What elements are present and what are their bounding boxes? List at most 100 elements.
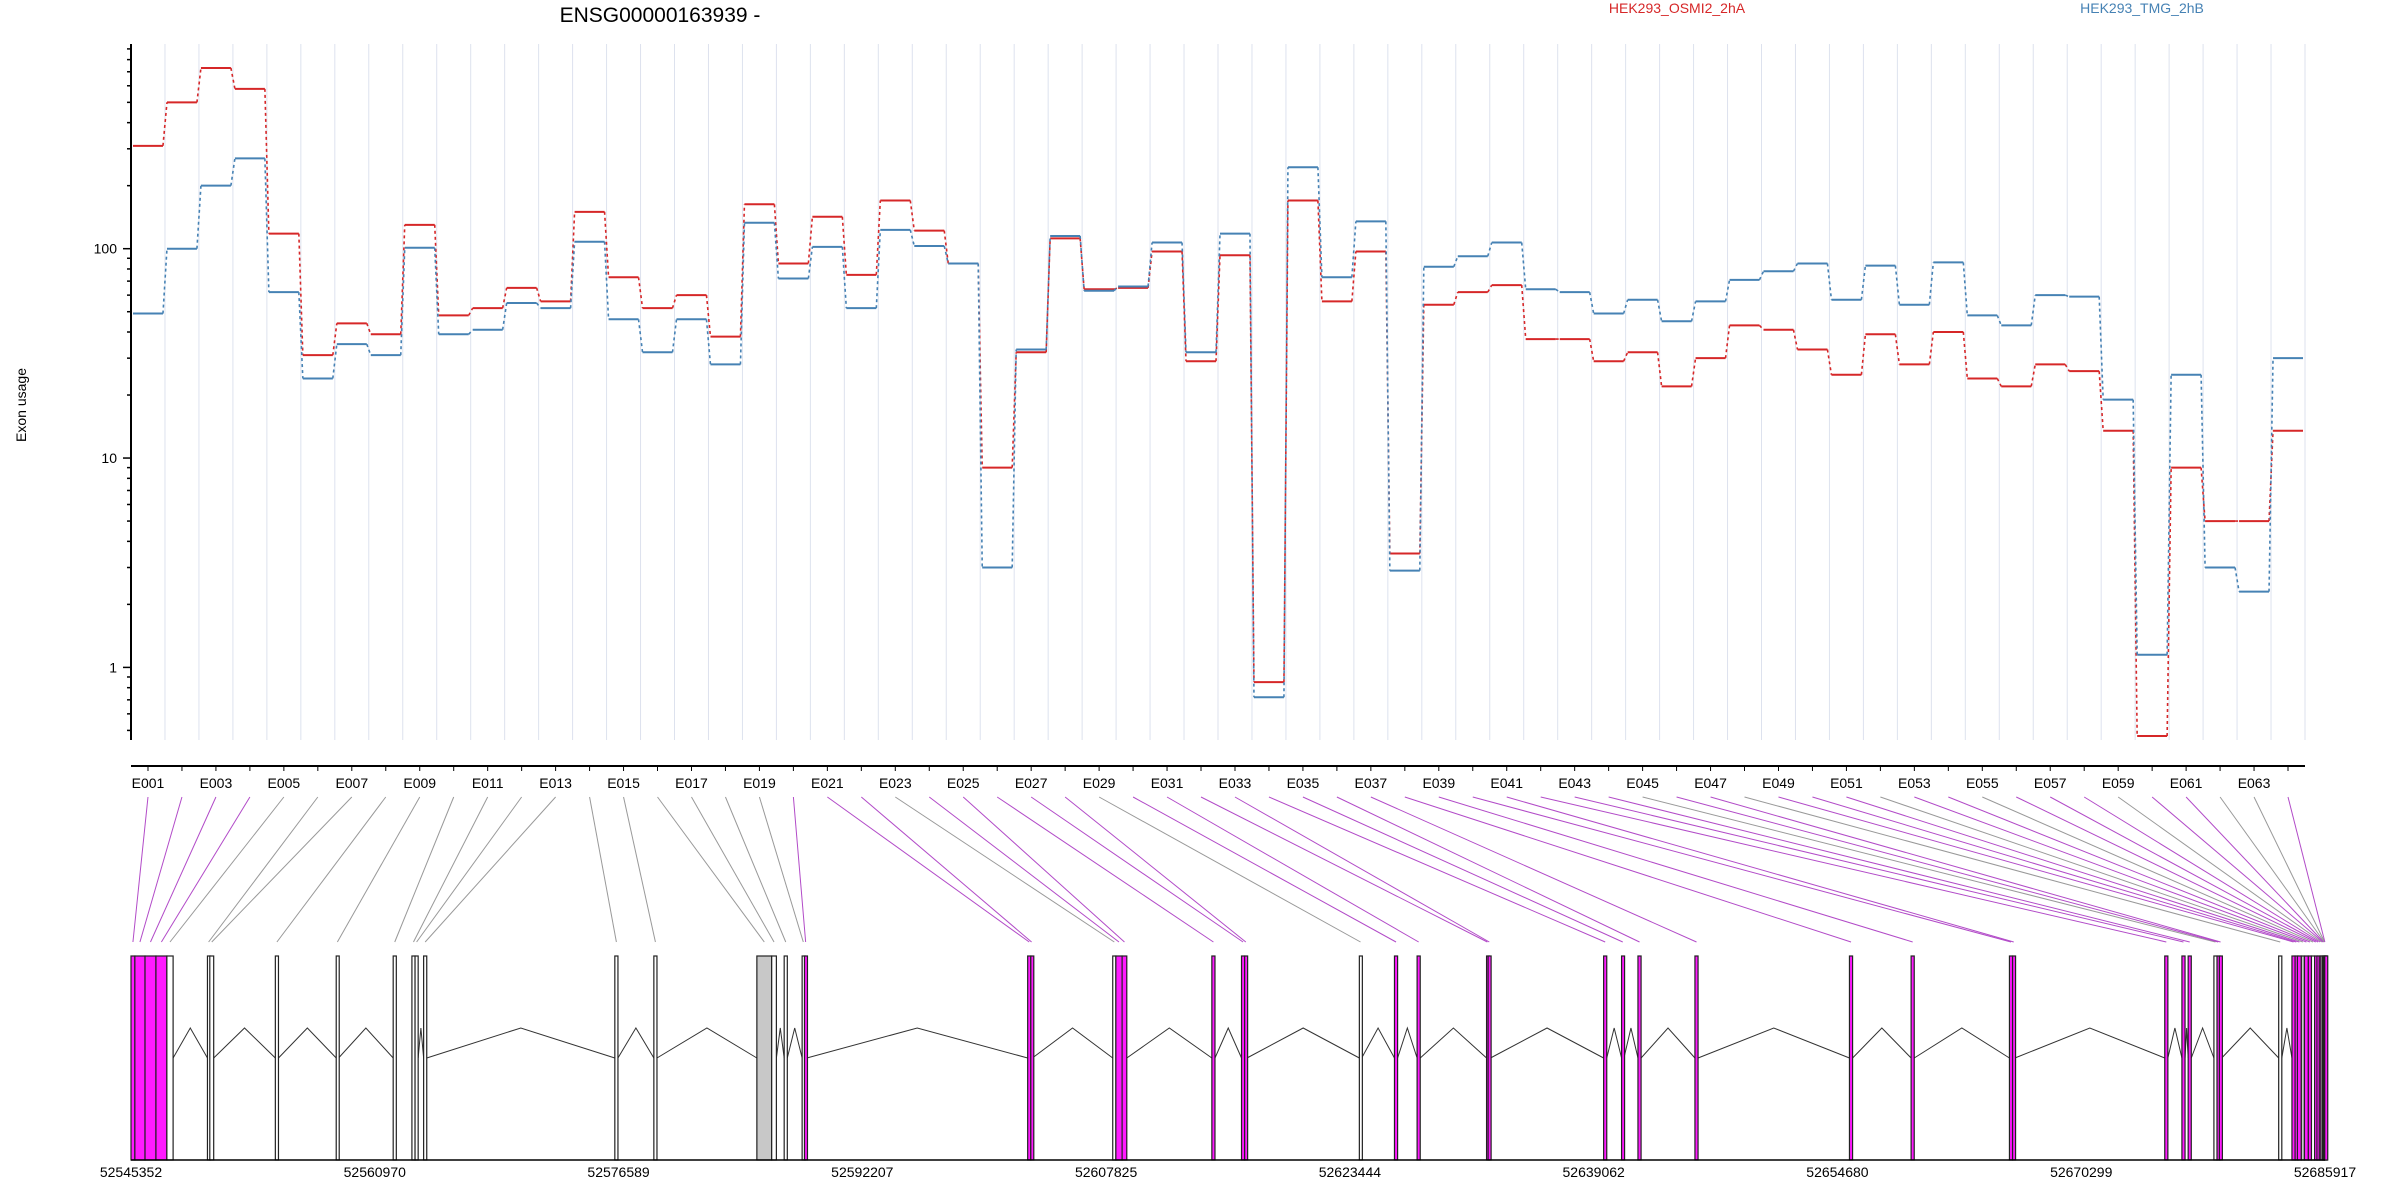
x-tick-label: E001 xyxy=(132,775,165,791)
exon-connector xyxy=(1540,796,2167,943)
exon-connector xyxy=(211,796,353,943)
exon-box xyxy=(803,955,809,1161)
genomic-coordinate-label: 52576589 xyxy=(587,1164,650,1180)
exon-box xyxy=(2218,955,2223,1161)
genomic-coordinate-label: 52545352 xyxy=(100,1164,163,1180)
x-tick-label: E007 xyxy=(335,775,368,791)
x-tick-label: E041 xyxy=(1490,775,1523,791)
x-tick-label: E061 xyxy=(2170,775,2203,791)
x-tick-label: E035 xyxy=(1287,775,1320,791)
exon-connector xyxy=(1948,796,2311,943)
exon-connector xyxy=(1472,796,2012,943)
exon-box xyxy=(392,955,397,1161)
x-tick-label: E003 xyxy=(200,775,233,791)
exon-connector xyxy=(1880,796,2304,943)
exon-box xyxy=(1620,955,1626,1161)
genomic-coordinate-label: 52654680 xyxy=(1806,1164,1869,1180)
exon-connector xyxy=(1268,796,1606,943)
exon-connector xyxy=(160,796,251,943)
intron xyxy=(806,1027,1028,1059)
exon-connector xyxy=(1744,796,2281,943)
exon-box xyxy=(2324,955,2329,1161)
exon-connector xyxy=(139,796,183,943)
exon-box xyxy=(423,955,428,1161)
vertical-gridlines xyxy=(130,44,2306,740)
exon-connector xyxy=(589,796,617,943)
exon-box xyxy=(1603,955,1608,1161)
exon-connector xyxy=(416,796,523,943)
genomic-coordinate-label: 52623444 xyxy=(1319,1164,1382,1180)
intron xyxy=(338,1027,394,1059)
exon-connector xyxy=(1778,796,2294,943)
x-tick-label: E063 xyxy=(2238,775,2271,791)
exon-box xyxy=(771,955,777,1161)
series-2 xyxy=(133,157,2303,699)
x-tick-label: E039 xyxy=(1422,775,1455,791)
x-tick-label: E059 xyxy=(2102,775,2135,791)
exon-box xyxy=(1637,955,1642,1161)
exon-connector xyxy=(1200,796,1488,943)
exon-connector xyxy=(1404,796,1852,943)
x-tick-label: E015 xyxy=(607,775,640,791)
intron xyxy=(2190,1026,2215,1059)
genomic-coordinate-label: 52560970 xyxy=(344,1164,407,1180)
y-axis-label: Exon usage xyxy=(13,368,29,442)
exon-connector xyxy=(2016,796,2316,943)
exon-connector xyxy=(132,796,149,943)
legend-series-1: HEK293_OSMI2_2hA xyxy=(1609,0,1746,16)
intron xyxy=(1697,1027,1850,1059)
x-tick-label: E021 xyxy=(811,775,844,791)
exon-connector xyxy=(2049,796,2319,943)
intron xyxy=(1490,1027,1604,1059)
chart-title: ENSG00000163939 - xyxy=(560,4,761,27)
x-tick-label: E037 xyxy=(1355,775,1388,791)
x-tick-label: E029 xyxy=(1083,775,1116,791)
exon-connector xyxy=(2185,796,2324,943)
axes: 1 10 100 E001 E003 E005 E007 E009 E011 E013 E015 E0… xyxy=(94,44,2305,791)
exon-connector xyxy=(1438,796,1913,943)
x-tick-label: E047 xyxy=(1694,775,1727,791)
intron xyxy=(2221,1027,2280,1059)
exon-connector xyxy=(2287,796,2326,943)
exon-connector xyxy=(1608,796,2190,943)
exon-connector xyxy=(861,796,1032,943)
exon-box xyxy=(653,955,658,1161)
x-tick-label: E031 xyxy=(1151,775,1184,791)
exon-connector xyxy=(169,796,285,943)
exon-connector xyxy=(1506,796,2014,943)
exon-connector xyxy=(413,796,489,943)
gene-model: 52545352 52560970 52576589 52592207 52607825… xyxy=(100,955,2356,1180)
exon-connector xyxy=(623,796,656,943)
x-tick-label: E049 xyxy=(1762,775,1795,791)
intron xyxy=(1246,1027,1360,1059)
exon-connector xyxy=(150,796,217,943)
exon-box xyxy=(166,955,174,1161)
x-tick-label: E005 xyxy=(268,775,301,791)
exon-connector xyxy=(1370,796,1697,943)
intron xyxy=(1214,1026,1242,1059)
x-tick-label: E051 xyxy=(1830,775,1863,791)
intron xyxy=(426,1027,615,1059)
exon-connector xyxy=(336,796,421,943)
exon-box xyxy=(783,955,788,1161)
x-tick-label: E055 xyxy=(1966,775,1999,791)
exon-connector xyxy=(1914,796,2307,943)
exon-connector xyxy=(724,796,787,943)
exon-connector xyxy=(1574,796,2184,943)
x-tick-label: E023 xyxy=(879,775,912,791)
intron xyxy=(2014,1027,2165,1059)
exon-connector xyxy=(2117,796,2322,943)
y-tick-label: 1 xyxy=(109,659,117,675)
exon-box xyxy=(155,955,168,1161)
exon-connector xyxy=(1336,796,1640,943)
x-tick-label: E027 xyxy=(1015,775,1048,791)
exon-box xyxy=(209,955,215,1161)
x-tick-label: E019 xyxy=(743,775,776,791)
x-tick-label: E033 xyxy=(1219,775,1252,791)
exon-connector xyxy=(1302,796,1623,943)
x-tick-label: E045 xyxy=(1626,775,1659,791)
exon-box xyxy=(2278,955,2283,1161)
x-tick-label: E025 xyxy=(947,775,980,791)
